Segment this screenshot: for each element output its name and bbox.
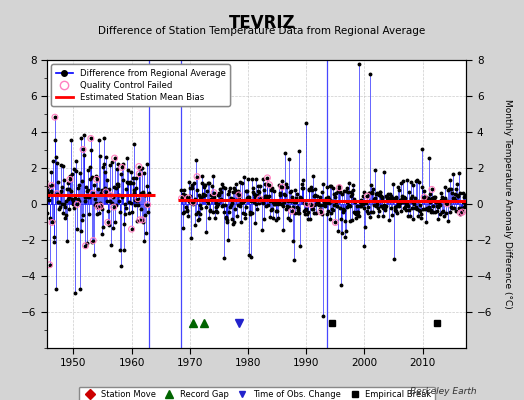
- Text: Berkeley Earth: Berkeley Earth: [410, 387, 477, 396]
- Point: [263, 175, 271, 181]
- Point: [210, 190, 219, 196]
- Point: [94, 204, 102, 210]
- Point: [110, 204, 118, 210]
- Text: TEVRIZ: TEVRIZ: [228, 14, 296, 32]
- Point: [106, 192, 115, 198]
- Point: [51, 114, 59, 120]
- Point: [144, 202, 152, 208]
- Point: [331, 219, 340, 226]
- Point: [135, 170, 144, 177]
- Legend: Station Move, Record Gap, Time of Obs. Change, Empirical Break: Station Move, Record Gap, Time of Obs. C…: [79, 387, 435, 400]
- Point: [420, 194, 428, 200]
- Point: [458, 209, 467, 215]
- Point: [134, 196, 142, 202]
- Point: [127, 226, 136, 232]
- Point: [316, 209, 325, 215]
- Point: [265, 182, 274, 188]
- Point: [53, 190, 61, 197]
- Point: [136, 217, 144, 223]
- Point: [48, 219, 56, 226]
- Point: [288, 208, 296, 214]
- Point: [428, 186, 436, 193]
- Point: [303, 201, 311, 207]
- Point: [47, 182, 56, 189]
- Point: [307, 202, 315, 208]
- Point: [135, 163, 143, 170]
- Point: [118, 164, 126, 170]
- Point: [177, 195, 185, 202]
- Point: [46, 262, 54, 268]
- Point: [443, 201, 451, 207]
- Point: [96, 203, 105, 209]
- Text: Difference of Station Temperature Data from Regional Average: Difference of Station Temperature Data f…: [99, 26, 425, 36]
- Point: [363, 193, 372, 199]
- Point: [256, 196, 264, 202]
- Point: [89, 237, 97, 244]
- Y-axis label: Monthly Temperature Anomaly Difference (°C): Monthly Temperature Anomaly Difference (…: [503, 99, 512, 309]
- Point: [89, 190, 97, 196]
- Point: [335, 184, 343, 191]
- Point: [193, 174, 201, 180]
- Point: [102, 189, 110, 195]
- Point: [66, 176, 74, 182]
- Point: [111, 155, 119, 161]
- Point: [81, 242, 90, 249]
- Point: [104, 219, 112, 226]
- Point: [184, 195, 192, 201]
- Point: [278, 184, 286, 190]
- Point: [79, 146, 88, 153]
- Point: [189, 199, 198, 206]
- Point: [235, 192, 243, 198]
- Point: [138, 217, 146, 223]
- Point: [456, 210, 465, 216]
- Point: [73, 201, 81, 208]
- Point: [92, 176, 101, 182]
- Point: [86, 135, 95, 142]
